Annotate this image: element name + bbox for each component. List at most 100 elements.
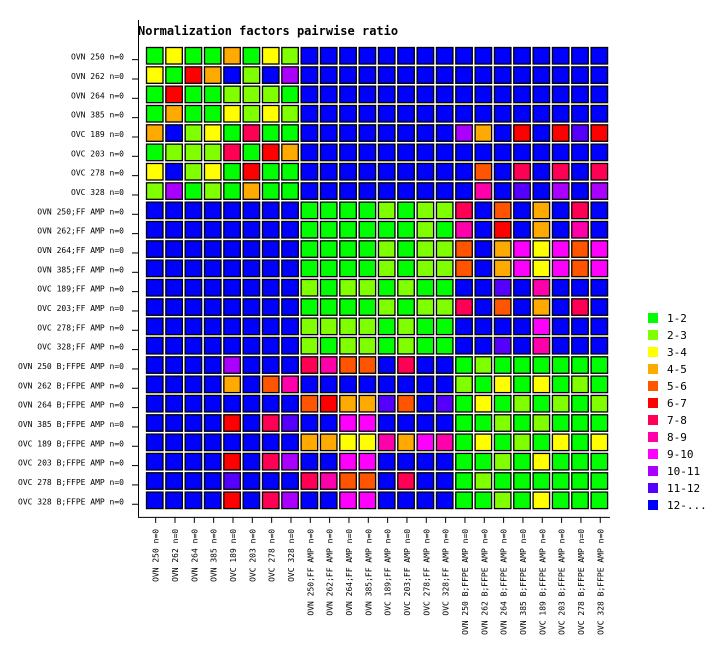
legend-label: 5-6: [667, 380, 687, 393]
heatmap-cell: [358, 356, 377, 374]
heatmap-cell: [281, 46, 299, 65]
heatmap-cell: [184, 201, 203, 220]
heatmap-cell: [551, 201, 570, 220]
heatmap-cell: [261, 336, 280, 355]
heatmap-cell: [590, 162, 609, 181]
heatmap-cell: [319, 452, 338, 471]
x-tick-label: OVN 250;FF AMP n=0: [306, 529, 315, 616]
heatmap-cell: [165, 85, 183, 104]
heatmap-cell: [184, 394, 203, 413]
heatmap-cell: [319, 104, 338, 123]
heatmap-cell: [397, 414, 415, 432]
heatmap-cell: [474, 162, 493, 181]
heatmap-cell: [261, 317, 280, 336]
heatmap-cell: [455, 182, 473, 200]
heatmap-cell: [358, 375, 377, 394]
heatmap-cell: [319, 85, 338, 104]
heatmap-cell: [416, 472, 435, 490]
heatmap-cell: [590, 317, 609, 336]
heatmap-cell: [145, 66, 164, 84]
heatmap-cell: [455, 240, 473, 258]
x-tick-label: OVC 189;FF AMP n=0: [384, 529, 393, 616]
heatmap-cell: [339, 46, 357, 65]
heatmap-cell: [300, 240, 319, 258]
heatmap-cell: [339, 317, 357, 336]
heatmap-cell: [397, 66, 415, 84]
heatmap-cell: [145, 85, 164, 104]
heatmap-cell: [145, 394, 164, 413]
legend-swatch: [648, 449, 658, 459]
heatmap-cell: [203, 85, 222, 104]
heatmap-cell: [223, 46, 241, 65]
x-tick-label: OVC 278;FF AMP n=0: [422, 529, 431, 616]
heatmap-cell: [571, 143, 589, 162]
heatmap-cell: [590, 46, 609, 65]
heatmap-cell: [513, 491, 531, 510]
heatmap-cell: [165, 278, 183, 297]
heatmap-cell: [551, 66, 570, 84]
heatmap-cell: [416, 356, 435, 374]
heatmap-cell: [493, 472, 512, 490]
heatmap-cell: [532, 201, 551, 220]
heatmap-cell: [300, 85, 319, 104]
heatmap-cell: [377, 278, 396, 297]
heatmap-cell: [145, 452, 164, 471]
heatmap-cell: [590, 66, 609, 84]
heatmap-cell: [455, 298, 473, 316]
heatmap-cell: [455, 356, 473, 374]
heatmap-cell: [339, 356, 357, 374]
heatmap-cell: [474, 240, 493, 258]
heatmap-cell: [223, 414, 241, 432]
heatmap-cell: [416, 278, 435, 297]
heatmap-cell: [493, 182, 512, 200]
heatmap-cell: [242, 433, 261, 452]
heatmap-cell: [571, 240, 589, 258]
heatmap-cell: [493, 336, 512, 355]
heatmap-cell: [261, 162, 280, 181]
heatmap-cell: [590, 414, 609, 432]
legend-label: 3-4: [667, 346, 687, 359]
heatmap-cell: [319, 375, 338, 394]
heatmap-cell: [165, 240, 183, 258]
heatmap-cell: [358, 414, 377, 432]
heatmap-cell: [281, 201, 299, 220]
heatmap-cell: [184, 356, 203, 374]
legend-swatch: [648, 330, 658, 340]
heatmap-cell: [223, 259, 241, 278]
heatmap-cell: [358, 201, 377, 220]
heatmap-cell: [165, 414, 183, 432]
heatmap-cell: [513, 298, 531, 316]
heatmap-cell: [551, 162, 570, 181]
heatmap-cell: [358, 394, 377, 413]
y-tick-label: OVC 328 n=0: [71, 188, 124, 197]
heatmap-cell: [590, 85, 609, 104]
heatmap-cell: [513, 278, 531, 297]
heatmap-cell: [339, 491, 357, 510]
heatmap-cell: [551, 317, 570, 336]
heatmap-cell: [571, 182, 589, 200]
heatmap-cell: [590, 472, 609, 490]
heatmap-cell: [532, 375, 551, 394]
heatmap-cell: [493, 414, 512, 432]
heatmap-cell: [261, 433, 280, 452]
heatmap-cell: [455, 201, 473, 220]
heatmap-cell: [397, 162, 415, 181]
heatmap-cell: [455, 220, 473, 239]
heatmap-cell: [455, 104, 473, 123]
heatmap-cell: [571, 278, 589, 297]
legend-label: 2-3: [667, 329, 687, 342]
heatmap-cell: [571, 472, 589, 490]
heatmap-cell: [203, 259, 222, 278]
x-tick-label: OVN 385 n=0: [210, 529, 219, 582]
heatmap-cell: [493, 278, 512, 297]
heatmap-cell: [184, 124, 203, 142]
heatmap-cell: [455, 414, 473, 432]
heatmap-cell: [493, 317, 512, 336]
heatmap-cell: [203, 414, 222, 432]
heatmap-cell: [242, 66, 261, 84]
heatmap-cell: [242, 278, 261, 297]
heatmap-cell: [532, 182, 551, 200]
heatmap-cell: [358, 298, 377, 316]
heatmap-cell: [397, 201, 415, 220]
heatmap-cell: [261, 46, 280, 65]
